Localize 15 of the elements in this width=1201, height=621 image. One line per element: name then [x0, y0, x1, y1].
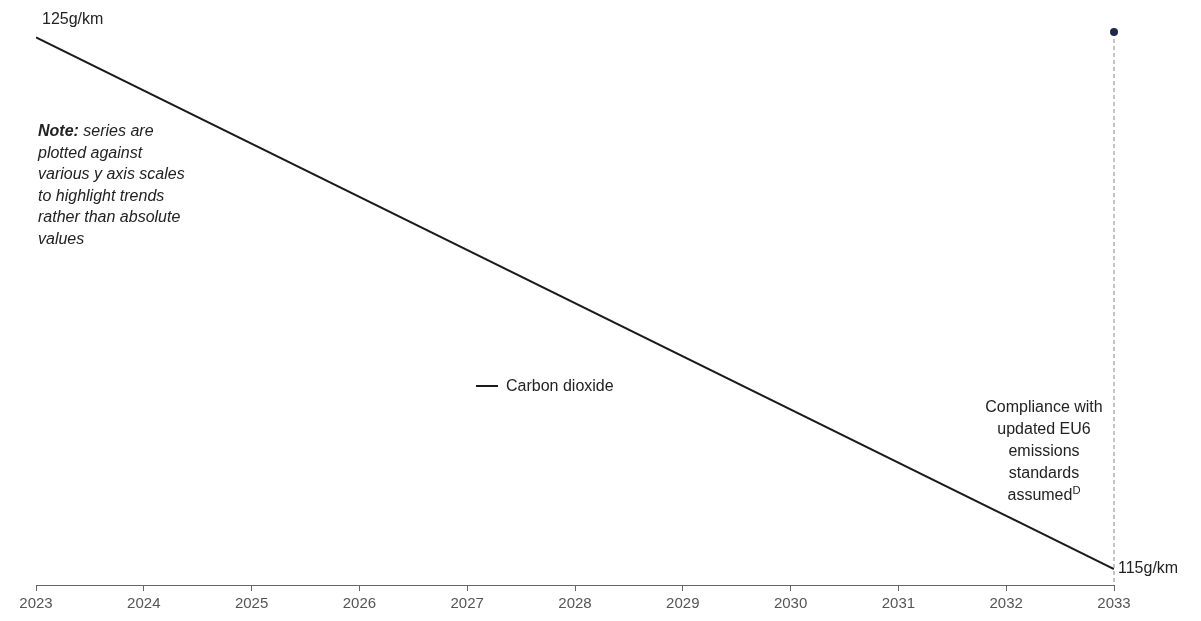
- x-tick-label: 2029: [666, 594, 700, 612]
- x-tick-label: 2032: [989, 594, 1023, 612]
- x-tick-label: 2027: [450, 594, 484, 612]
- x-tick-label: 2030: [773, 594, 808, 612]
- legend-label: Carbon dioxide: [506, 376, 614, 395]
- x-tick-label: 2026: [342, 594, 377, 612]
- x-tick-label: 2028: [558, 594, 592, 612]
- x-tick-label: 2023: [19, 594, 53, 612]
- data-label: 125g/km: [42, 9, 104, 27]
- x-tick-label: 2031: [881, 594, 916, 612]
- annotation: Note: series are plotted against various y axis scales to highlight trends rather than absolute values: [37, 122, 185, 247]
- x-tick-label: 2025: [234, 594, 269, 612]
- x-tick-label: 2024: [127, 594, 161, 612]
- x-tick-label: 2033: [1097, 594, 1131, 612]
- data-label: 115g/km: [1118, 559, 1179, 577]
